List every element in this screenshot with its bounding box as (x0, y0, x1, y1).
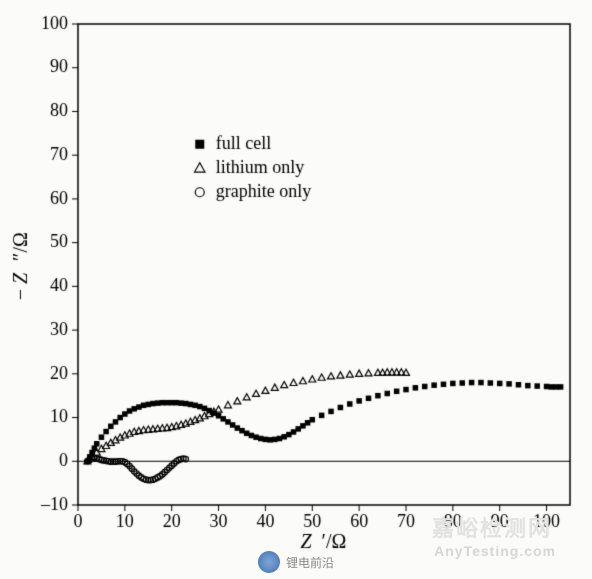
source-avatar-icon (258, 551, 280, 573)
nyquist-plot (0, 0, 592, 579)
source-label: 锂电前沿 (286, 554, 334, 571)
chart-container: 嘉峪检测网 AnyTesting.com 锂电前沿 (0, 0, 592, 579)
source-footer: 锂电前沿 (258, 551, 334, 573)
